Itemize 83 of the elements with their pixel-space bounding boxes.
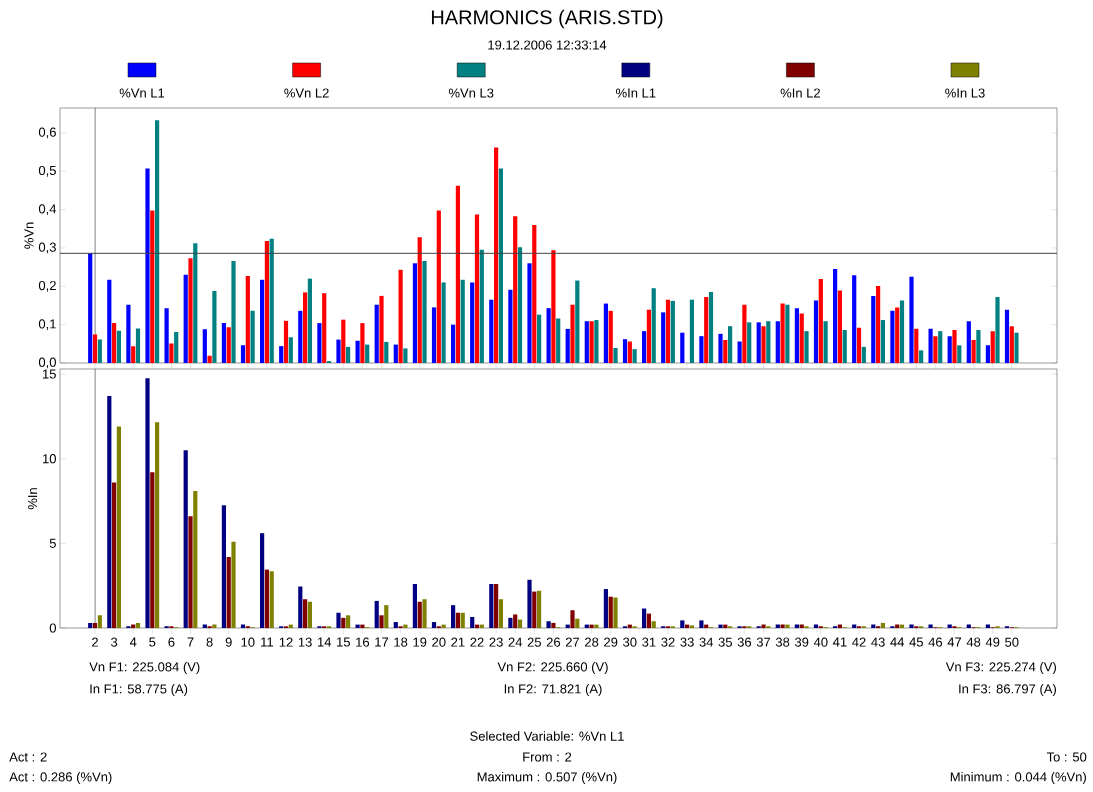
x-tick-label: 27: [565, 637, 580, 647]
x-tick-label: 37: [756, 637, 771, 647]
y-tick-label: 0,3: [38, 242, 56, 254]
y-tick-label: 0,5: [38, 165, 56, 177]
text: Minimum : 0.044 (%Vn): [950, 771, 1086, 785]
y-tick-label: 0,0: [38, 357, 56, 369]
y-tick-label: 5: [49, 538, 56, 548]
x-tick-label: 44: [890, 637, 905, 647]
x-tick-label: 20: [432, 637, 446, 647]
x-tick-label: 19: [413, 637, 427, 647]
x-tick-label: 11: [261, 637, 274, 647]
y-axis-title: %Vn: [24, 222, 34, 249]
x-tick-label: 38: [775, 637, 790, 647]
x-tick-label: 35: [718, 637, 732, 647]
text: In F3: 86.797 (A): [959, 683, 1056, 697]
text: Selected Variable: %Vn L1: [470, 731, 624, 741]
x-tick-label: 22: [470, 637, 484, 647]
x-tick-label: 5: [149, 637, 156, 647]
x-tick-label: 12: [279, 637, 293, 647]
x-tick-label: 43: [871, 637, 885, 647]
y-tick-label: 0,1: [38, 319, 56, 331]
x-tick-label: 40: [813, 637, 828, 647]
legend-label: %Vn L3: [448, 88, 494, 98]
x-tick-label: 31: [642, 637, 656, 647]
legend-label: %In L2: [780, 88, 820, 98]
x-tick-label: 47: [947, 637, 962, 647]
y-axis-title: %In: [28, 488, 38, 510]
x-tick-label: 48: [966, 637, 981, 647]
x-tick-label: 41: [832, 637, 847, 647]
x-tick-label: 26: [546, 637, 561, 647]
x-tick-label: 42: [852, 637, 866, 647]
legend-label: %Vn L1: [119, 88, 165, 98]
x-tick-label: 15: [337, 637, 350, 647]
x-tick-label: 21: [451, 637, 465, 647]
x-tick-label: 6: [168, 637, 175, 647]
y-tick-label: 15: [43, 369, 56, 379]
text: Vn F1: 225.084 (V): [89, 661, 200, 675]
chart-title: HARMONICS (ARIS.STD): [431, 9, 663, 29]
text: Vn F2: 225.660 (V): [497, 661, 608, 675]
y-tick-label: 10: [43, 454, 56, 464]
legend-label: %Vn L2: [284, 88, 329, 98]
text: From : 2: [523, 752, 572, 762]
x-tick-label: 45: [909, 637, 923, 647]
text: Vn F3: 225.274 (V): [945, 661, 1056, 675]
y-tick-label: 0: [49, 623, 56, 633]
y-tick-label: 0,4: [38, 204, 57, 215]
x-tick-label: 13: [298, 637, 312, 647]
legend-label: %In L1: [616, 88, 656, 98]
text: In F1: 58.775 (A): [90, 683, 188, 697]
x-tick-label: 30: [623, 637, 637, 647]
x-tick-label: 2: [92, 637, 98, 647]
text: Act : 2: [9, 752, 47, 762]
x-tick-label: 32: [661, 637, 675, 647]
chart-subtitle: 19.12.2006 12:33:14: [488, 40, 607, 50]
x-tick-label: 46: [928, 637, 943, 647]
x-tick-label: 8: [206, 637, 213, 647]
text: Act : 0.286 (%Vn): [9, 771, 112, 785]
x-tick-label: 23: [489, 637, 503, 647]
text: In F2: 71.821 (A): [504, 683, 602, 697]
x-tick-label: 24: [508, 637, 523, 647]
x-tick-label: 36: [737, 637, 752, 647]
x-tick-label: 29: [604, 637, 618, 647]
x-tick-label: 7: [187, 637, 194, 647]
text: Maximum : 0.507 (%Vn): [477, 771, 617, 785]
x-tick-label: 34: [699, 637, 714, 647]
x-tick-label: 9: [225, 637, 232, 647]
x-tick-label: 33: [680, 637, 694, 647]
x-tick-label: 17: [375, 637, 389, 647]
x-tick-label: 50: [1005, 637, 1019, 647]
x-tick-label: 3: [110, 637, 118, 647]
text: To : 50: [1046, 752, 1087, 762]
x-tick-label: 16: [356, 637, 370, 647]
x-tick-label: 14: [317, 637, 332, 647]
x-tick-label: 25: [527, 637, 541, 647]
x-tick-label: 39: [794, 637, 809, 647]
x-tick-label: 10: [241, 637, 255, 647]
x-tick-label: 49: [985, 637, 1000, 647]
x-tick-label: 4: [129, 637, 137, 647]
legend-label: %In L3: [945, 88, 985, 98]
x-tick-label: 18: [394, 637, 408, 647]
y-tick-label: 0,6: [38, 127, 56, 139]
y-tick-label: 0,2: [38, 280, 56, 292]
x-tick-label: 28: [585, 637, 599, 647]
